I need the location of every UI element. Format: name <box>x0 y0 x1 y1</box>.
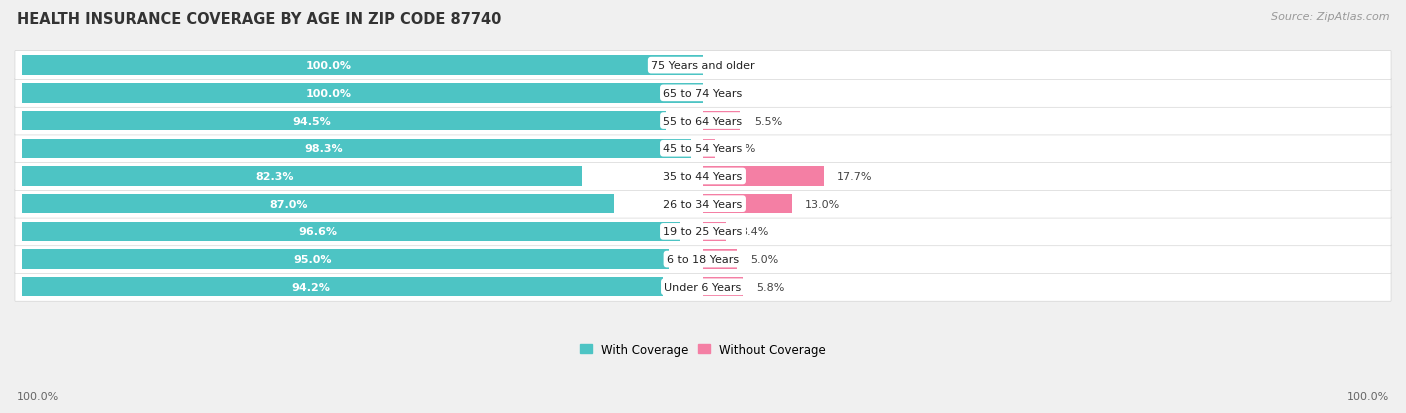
Bar <box>22 56 703 76</box>
Bar <box>22 195 614 214</box>
Text: 19 to 25 Years: 19 to 25 Years <box>664 227 742 237</box>
Text: 5.8%: 5.8% <box>756 282 785 292</box>
Text: 6 to 18 Years: 6 to 18 Years <box>666 254 740 264</box>
Text: 1.7%: 1.7% <box>728 144 756 154</box>
Bar <box>22 112 665 131</box>
Text: 65 to 74 Years: 65 to 74 Years <box>664 89 742 99</box>
Text: 95.0%: 95.0% <box>294 254 332 264</box>
FancyBboxPatch shape <box>15 217 1391 246</box>
Text: 100.0%: 100.0% <box>1347 391 1389 401</box>
Bar <box>22 139 692 159</box>
Text: 96.6%: 96.6% <box>298 227 337 237</box>
Legend: With Coverage, Without Coverage: With Coverage, Without Coverage <box>579 343 827 356</box>
Text: 94.2%: 94.2% <box>291 282 330 292</box>
Text: 98.3%: 98.3% <box>304 144 343 154</box>
Text: 100.0%: 100.0% <box>305 61 352 71</box>
Text: Under 6 Years: Under 6 Years <box>665 282 741 292</box>
FancyBboxPatch shape <box>15 245 1391 274</box>
Bar <box>22 278 664 297</box>
FancyBboxPatch shape <box>15 79 1391 108</box>
Text: 100.0%: 100.0% <box>17 391 59 401</box>
Text: 0.0%: 0.0% <box>717 61 745 71</box>
Text: 17.7%: 17.7% <box>837 171 873 182</box>
Text: 5.5%: 5.5% <box>754 116 782 126</box>
Bar <box>703 167 824 186</box>
Text: 45 to 54 Years: 45 to 54 Years <box>664 144 742 154</box>
FancyBboxPatch shape <box>15 273 1391 301</box>
Text: 94.5%: 94.5% <box>292 116 330 126</box>
Bar <box>703 195 792 214</box>
Bar <box>22 167 582 186</box>
Text: 13.0%: 13.0% <box>806 199 841 209</box>
Bar <box>703 222 725 242</box>
Bar <box>22 84 703 103</box>
Bar <box>703 278 742 297</box>
Text: 5.0%: 5.0% <box>751 254 779 264</box>
Text: 3.4%: 3.4% <box>740 227 768 237</box>
Text: 35 to 44 Years: 35 to 44 Years <box>664 171 742 182</box>
Bar <box>22 250 669 269</box>
Bar <box>703 112 741 131</box>
FancyBboxPatch shape <box>15 52 1391 81</box>
Text: Source: ZipAtlas.com: Source: ZipAtlas.com <box>1271 12 1389 22</box>
Bar <box>703 139 714 159</box>
FancyBboxPatch shape <box>15 135 1391 163</box>
Text: HEALTH INSURANCE COVERAGE BY AGE IN ZIP CODE 87740: HEALTH INSURANCE COVERAGE BY AGE IN ZIP … <box>17 12 502 27</box>
Text: 100.0%: 100.0% <box>305 89 352 99</box>
FancyBboxPatch shape <box>15 162 1391 191</box>
FancyBboxPatch shape <box>15 190 1391 218</box>
Text: 87.0%: 87.0% <box>270 199 308 209</box>
Bar <box>22 222 681 242</box>
Text: 0.0%: 0.0% <box>717 89 745 99</box>
Text: 55 to 64 Years: 55 to 64 Years <box>664 116 742 126</box>
FancyBboxPatch shape <box>15 107 1391 135</box>
Text: 75 Years and older: 75 Years and older <box>651 61 755 71</box>
Text: 26 to 34 Years: 26 to 34 Years <box>664 199 742 209</box>
Bar <box>703 250 737 269</box>
Text: 82.3%: 82.3% <box>254 171 294 182</box>
